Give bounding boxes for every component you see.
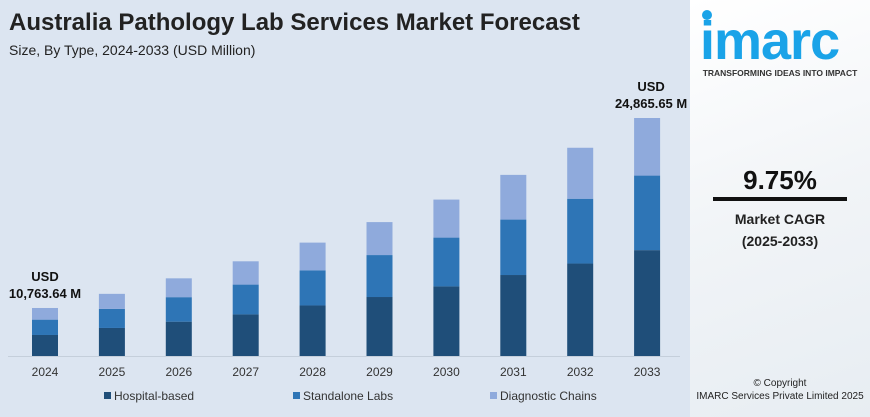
legend-label: Hospital-based [114, 389, 194, 403]
cagr-value: 9.75% [743, 165, 817, 195]
chart-title: Australia Pathology Lab Services Market … [9, 9, 580, 36]
legend-swatch [490, 392, 497, 399]
bar-segment-standalone-labs-2032 [567, 198, 594, 264]
bar-segment-standalone-labs-2029 [366, 255, 393, 298]
bar-segment-hospital-based-2028 [299, 305, 326, 356]
chart-subtitle: Size, By Type, 2024-2033 (USD Million) [9, 42, 256, 58]
side-panel: imarc TRANSFORMING IDEAS INTO IMPACT 9.7… [690, 0, 870, 417]
logo-dot [702, 10, 712, 20]
bar-segment-diagnostic-chains-2026 [165, 278, 192, 298]
legend-swatch [293, 392, 300, 399]
bar-segment-hospital-based-2029 [366, 297, 393, 356]
data-label-value: 10,763.64 M [9, 286, 81, 301]
data-label-currency: USD [31, 269, 58, 284]
x-tick-label: 2024 [32, 365, 59, 379]
bar-segment-diagnostic-chains-2025 [98, 293, 125, 309]
bar-segment-hospital-based-2024 [32, 334, 58, 356]
x-tick-label: 2029 [366, 365, 393, 379]
bar-segment-diagnostic-chains-2028 [299, 242, 326, 271]
legend-label: Diagnostic Chains [500, 389, 597, 403]
x-tick-label: 2033 [634, 365, 661, 379]
bar-segment-diagnostic-chains-2024 [32, 307, 58, 320]
legend-swatch [104, 392, 111, 399]
x-tick-label: 2030 [433, 365, 460, 379]
bar-segment-standalone-labs-2033 [634, 175, 661, 251]
x-tick-label: 2026 [165, 365, 192, 379]
divider [713, 197, 847, 201]
x-tick-label: 2028 [299, 365, 326, 379]
bar-segment-standalone-labs-2031 [500, 219, 527, 276]
x-tick-label: 2025 [99, 365, 126, 379]
bar-segment-diagnostic-chains-2031 [500, 174, 527, 220]
bar-segment-diagnostic-chains-2029 [366, 222, 393, 256]
cagr-label: Market CAGR [734, 211, 826, 227]
x-tick-label: 2027 [232, 365, 259, 379]
bar-segment-standalone-labs-2026 [165, 297, 192, 322]
data-label-currency: USD [637, 79, 664, 94]
bar-segment-diagnostic-chains-2032 [567, 147, 594, 199]
bar-segment-hospital-based-2026 [165, 321, 192, 356]
bar-segment-hospital-based-2031 [500, 275, 527, 356]
x-tick-label: 2031 [500, 365, 527, 379]
bar-segment-diagnostic-chains-2030 [433, 199, 460, 238]
cagr-period: (2025-2033) [741, 233, 819, 249]
chart-panel: Australia Pathology Lab Services Market … [0, 0, 690, 417]
bar-segment-standalone-labs-2024 [32, 319, 58, 335]
bar-segment-diagnostic-chains-2027 [232, 261, 259, 285]
bar-segment-hospital-based-2033 [634, 250, 661, 356]
bar-segment-diagnostic-chains-2033 [634, 118, 661, 176]
bar-segment-hospital-based-2030 [433, 286, 460, 356]
x-tick-label: 2032 [567, 365, 594, 379]
bar-segment-hospital-based-2027 [232, 314, 259, 356]
imarc-logo: imarc [700, 11, 840, 71]
bar-segment-standalone-labs-2025 [98, 308, 125, 328]
data-label-value: 24,865.65 M [615, 96, 687, 111]
bar-segment-standalone-labs-2027 [232, 284, 259, 315]
stacked-bar-chart: 2024 2025 2026 2027 2028 2029 2030 2031 2032 2033… [8, 79, 687, 403]
copyright-owner: IMARC Services Private Limited 2025 [696, 391, 864, 402]
bar-segment-standalone-labs-2028 [299, 270, 326, 306]
tagline: TRANSFORMING IDEAS INTO IMPACT [702, 68, 858, 78]
bar-segment-hospital-based-2032 [567, 263, 594, 356]
copyright: © Copyright [753, 378, 807, 389]
bar-segment-standalone-labs-2030 [433, 237, 460, 287]
bar-segment-hospital-based-2025 [98, 327, 125, 356]
legend-label: Standalone Labs [303, 389, 393, 403]
